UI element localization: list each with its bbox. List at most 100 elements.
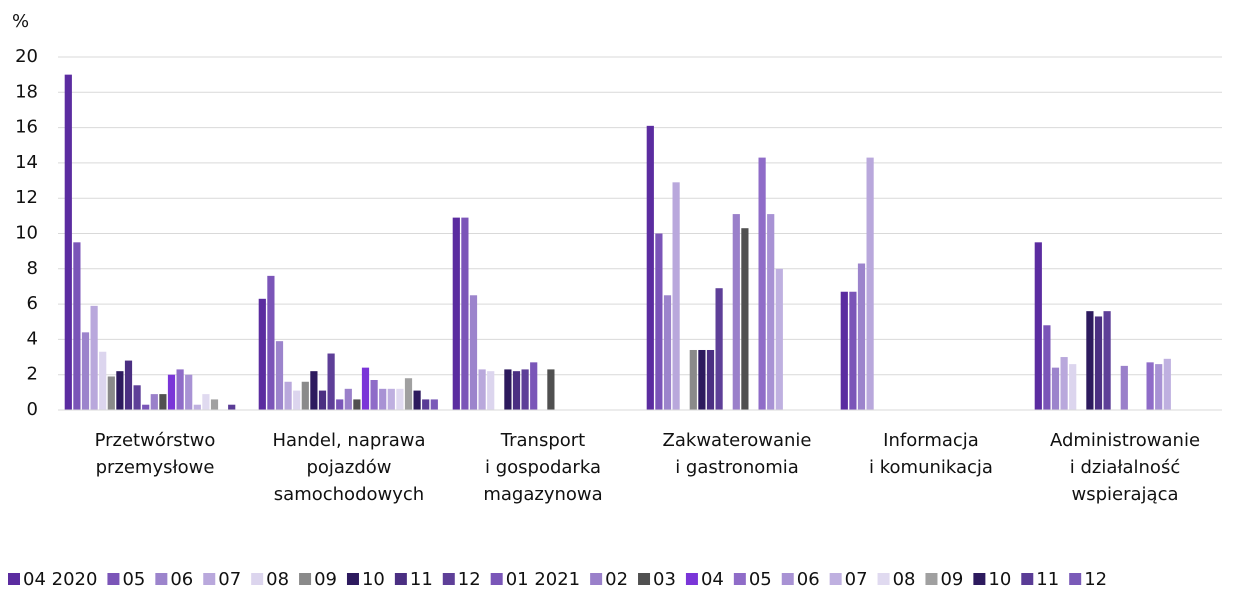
legend-swatch (346, 573, 359, 585)
bar (379, 388, 387, 410)
bar (741, 228, 749, 410)
bar (840, 291, 848, 410)
bar (150, 394, 158, 410)
bar (396, 388, 404, 410)
legend-label: 01 2021 (506, 569, 580, 590)
bar (732, 214, 740, 410)
y-axis-label: % (12, 11, 29, 32)
bar (353, 399, 361, 410)
bar (228, 404, 236, 410)
y-tick-label: 16 (15, 117, 38, 138)
bar (1043, 325, 1051, 410)
bar (210, 399, 219, 410)
legend-label: 03 (653, 569, 676, 590)
bar (1069, 364, 1077, 410)
legend-swatch (685, 573, 698, 585)
bar (327, 353, 335, 410)
y-tick-label: 6 (27, 293, 38, 314)
x-tick-label: Zakwaterowanie i gastronomia (663, 430, 812, 478)
bar (167, 374, 176, 410)
bar (310, 371, 318, 410)
bar (301, 381, 309, 410)
bar (258, 298, 266, 410)
y-tick-label: 10 (15, 223, 38, 244)
legend-swatch (251, 573, 264, 585)
bar (1155, 364, 1163, 410)
bar (81, 332, 90, 410)
legend-swatch (299, 573, 312, 585)
bar (107, 376, 115, 410)
legend-swatch (155, 573, 168, 585)
legend-swatch (925, 573, 938, 585)
legend-swatch (8, 573, 20, 585)
x-tick-label: Handel, naprawa pojazdów samochodowych (273, 430, 426, 505)
bar (404, 378, 413, 410)
y-tick-label: 20 (15, 46, 38, 67)
y-tick-label: 2 (27, 364, 38, 385)
legend-label: 11 (1036, 569, 1059, 590)
legend-label: 06 (170, 569, 193, 590)
bar (775, 268, 783, 410)
bar (413, 390, 421, 410)
y-tick-label: 8 (27, 258, 38, 279)
bar (706, 349, 715, 410)
x-tick-label: Przetwórstwo przemysłowe (95, 430, 216, 478)
bar (159, 394, 167, 410)
bar (64, 74, 72, 411)
bar (116, 371, 124, 410)
legend-label: 12 (1084, 569, 1107, 590)
legend-swatch (877, 573, 890, 585)
bar (1163, 358, 1171, 410)
y-tick-label: 18 (15, 81, 38, 102)
bar (344, 388, 352, 410)
bar (469, 295, 478, 410)
bar (1051, 367, 1060, 410)
bar (512, 371, 521, 410)
legend-label: 12 (458, 569, 481, 590)
bar (1103, 311, 1111, 410)
y-tick-label: 12 (15, 187, 38, 208)
bar (361, 367, 370, 410)
legend-label: 05 (749, 569, 772, 590)
legend-swatch (1069, 573, 1082, 585)
bar (521, 369, 529, 410)
bar (1146, 362, 1154, 410)
bar (284, 381, 292, 410)
bar (715, 288, 723, 410)
bar (422, 399, 430, 410)
legend-label: 04 2020 (23, 569, 97, 590)
legend-swatch (490, 573, 503, 585)
legend-swatch (829, 573, 842, 585)
bar (336, 399, 344, 410)
x-tick-label: Informacja i komunikacja (869, 430, 993, 478)
legend-label: 04 (701, 569, 724, 590)
bar (90, 305, 98, 410)
bar (202, 394, 210, 410)
legend-swatch (1021, 573, 1034, 585)
bar (193, 404, 201, 410)
bar (142, 404, 150, 410)
bar (430, 399, 438, 410)
legend-label: 06 (797, 569, 820, 590)
legend-swatch (442, 573, 455, 585)
bar (176, 369, 184, 410)
legend-label: 09 (314, 569, 337, 590)
bar (672, 182, 680, 410)
legend-swatch (638, 573, 651, 585)
legend-label: 02 (605, 569, 628, 590)
bar (698, 349, 706, 410)
legend-swatch (107, 573, 120, 585)
legend-label: 11 (410, 569, 433, 590)
legend-label: 07 (845, 569, 868, 590)
bar (849, 291, 857, 410)
y-tick-label: 0 (27, 399, 38, 420)
bar (689, 349, 697, 410)
bar (124, 360, 133, 410)
bar (275, 341, 284, 410)
x-tick-label: Administrowanie i działalność wspierająca (1050, 430, 1200, 505)
bar (655, 233, 663, 410)
bar (452, 217, 460, 410)
legend-label: 08 (266, 569, 289, 590)
bar (866, 157, 874, 410)
